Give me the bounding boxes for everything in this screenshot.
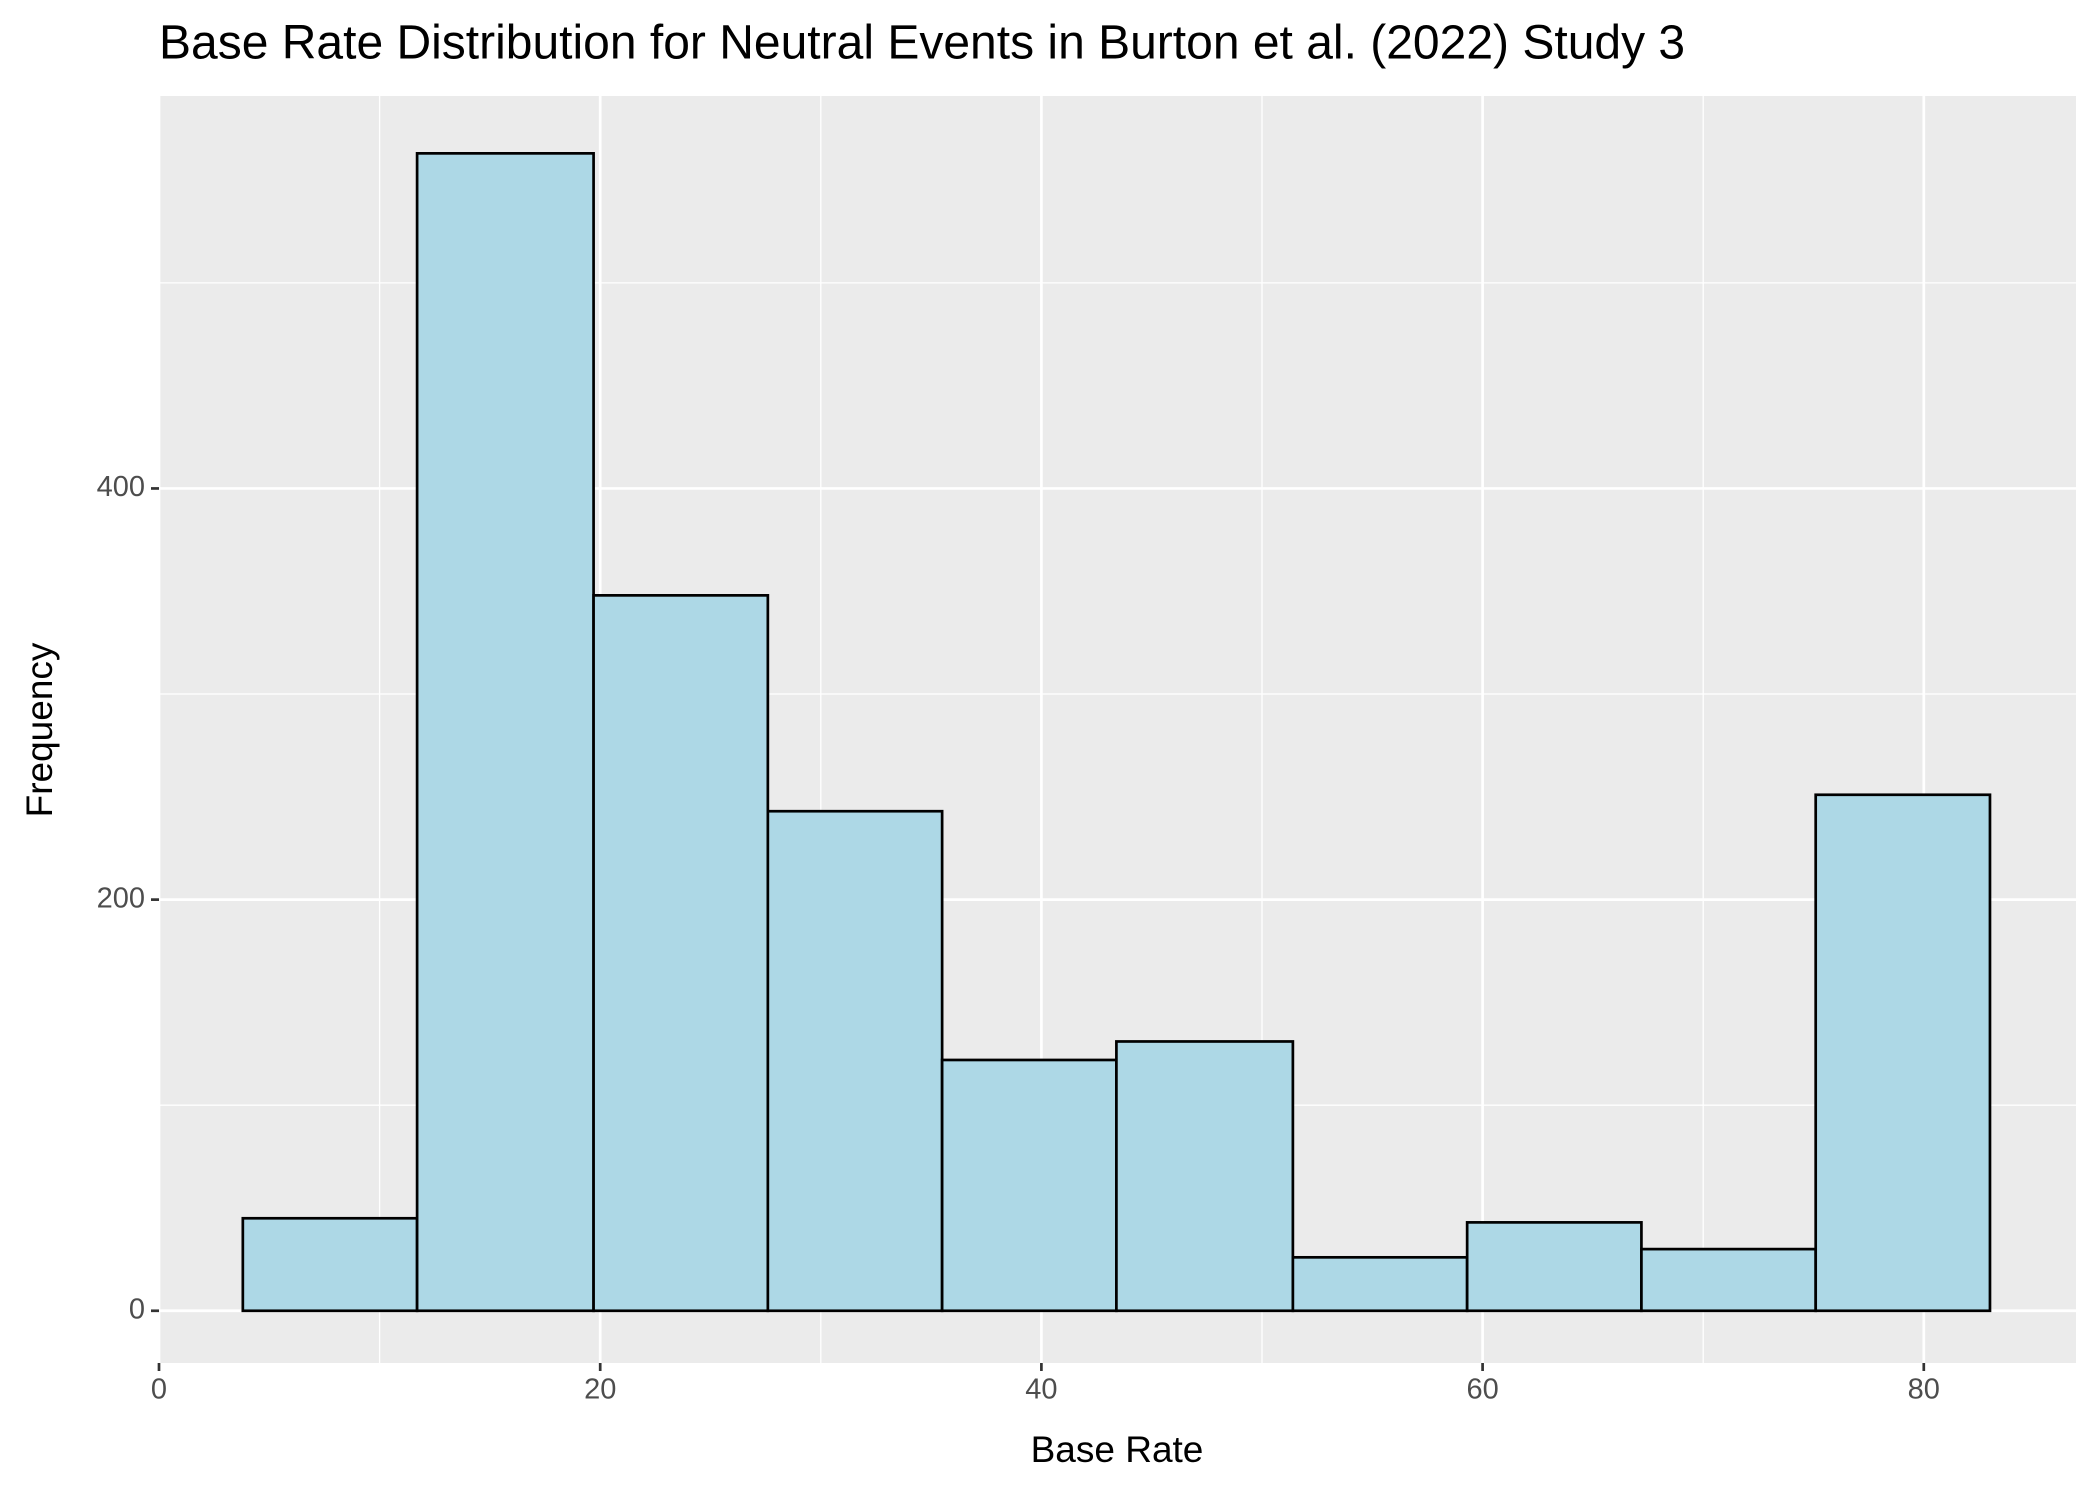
x-tick-label: 80 (1908, 1374, 1940, 1406)
bar (1814, 793, 1992, 1313)
bar (1640, 1247, 1818, 1313)
bar (241, 1216, 419, 1313)
bar (1465, 1221, 1643, 1313)
bar (415, 152, 595, 1313)
chart-title: Base Rate Distribution for Neutral Event… (159, 17, 1685, 70)
y-tick-label: 200 (97, 882, 145, 914)
y-tick-label: 0 (129, 1293, 145, 1325)
y-tick-label: 400 (97, 471, 145, 503)
bar (592, 594, 770, 1313)
bar (940, 1058, 1118, 1313)
x-tick-label: 40 (1025, 1374, 1057, 1406)
y-axis-title: Frequency (19, 642, 60, 817)
bar (766, 809, 944, 1313)
x-axis-title: Base Rate (1031, 1429, 1204, 1470)
x-tick-label: 60 (1466, 1374, 1498, 1406)
bar (1115, 1040, 1295, 1313)
x-tick-label: 0 (151, 1374, 167, 1406)
x-tick-label: 20 (584, 1374, 616, 1406)
bar (1291, 1255, 1469, 1313)
